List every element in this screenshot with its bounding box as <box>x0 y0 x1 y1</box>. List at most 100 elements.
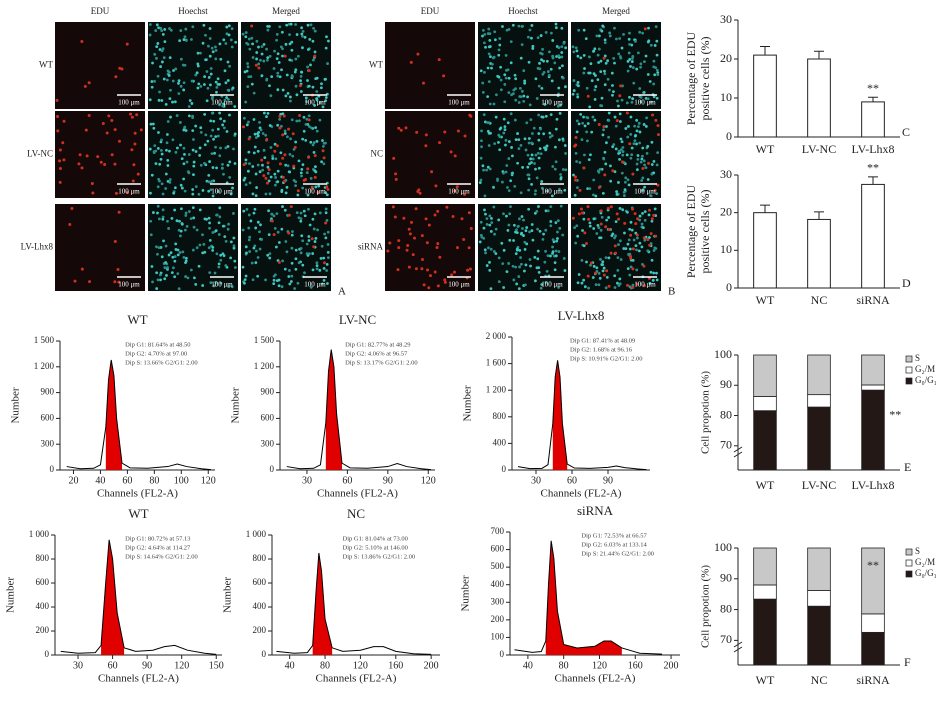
edu-cell <box>656 124 660 128</box>
nucleus <box>149 122 153 126</box>
nucleus <box>194 150 198 153</box>
nucleus <box>635 268 639 272</box>
nucleus <box>272 278 276 282</box>
nucleus <box>587 158 591 162</box>
nucleus <box>629 156 633 160</box>
nucleus <box>603 69 606 73</box>
nucleus <box>178 219 181 223</box>
nucleus <box>284 42 288 46</box>
edu-cell <box>110 119 114 123</box>
nucleus <box>541 237 545 241</box>
nucleus <box>612 56 616 60</box>
edu-cell <box>265 137 269 141</box>
nucleus <box>160 152 164 156</box>
nucleus <box>641 211 644 215</box>
nucleus <box>309 63 312 67</box>
nucleus <box>525 121 529 125</box>
nucleus <box>176 272 180 276</box>
nucleus <box>289 22 293 26</box>
nucleus <box>479 220 483 224</box>
nucleus <box>299 217 303 220</box>
chart-title: WT <box>127 312 147 327</box>
bar-segment <box>753 410 777 471</box>
edu-cell <box>312 245 316 249</box>
nucleus <box>632 81 636 85</box>
edu-cell <box>68 223 72 227</box>
nucleus <box>270 212 274 216</box>
y-axis-label: Number <box>5 577 17 613</box>
nucleus <box>644 125 648 128</box>
y-axis-label-line: positive cells (%) <box>698 190 712 274</box>
nucleus <box>628 252 632 256</box>
y-tick-label: 0 <box>270 464 275 474</box>
nucleus <box>209 134 213 138</box>
nucleus <box>179 207 183 211</box>
y-tick-label: 0 <box>45 649 50 659</box>
nucleus <box>286 164 290 168</box>
edu-cell <box>131 179 135 183</box>
histogram-line <box>276 552 432 655</box>
nucleus <box>184 214 188 217</box>
nucleus <box>605 276 609 279</box>
nucleus <box>487 80 491 84</box>
nucleus <box>544 114 548 118</box>
nucleus <box>195 71 199 75</box>
nucleus <box>308 223 312 227</box>
nucleus <box>270 75 274 79</box>
edu-cell <box>267 168 271 172</box>
nucleus <box>635 118 639 122</box>
nucleus <box>511 23 515 27</box>
nucleus <box>309 126 313 130</box>
edu-cell <box>275 144 279 148</box>
edu-cell <box>58 166 62 170</box>
nucleus <box>302 129 306 133</box>
edu-cell <box>62 119 66 123</box>
nucleus <box>536 227 539 231</box>
nucleus <box>183 125 187 129</box>
fit-annotation: Dip S: 21.44% G2/G1: 2.00 <box>581 550 654 557</box>
nucleus <box>608 34 612 38</box>
nucleus <box>507 140 511 143</box>
nucleus <box>159 26 163 30</box>
nucleus <box>481 28 485 32</box>
edu-cell <box>307 155 311 159</box>
micrograph: 100 μm <box>478 111 568 198</box>
nucleus <box>518 87 522 90</box>
nucleus <box>603 54 607 58</box>
nucleus <box>156 204 160 208</box>
edu-cell <box>289 205 293 209</box>
edu-cell <box>287 231 291 235</box>
fit-annotation: Dip G1: 81.64% at 48.50 <box>125 341 190 348</box>
nucleus <box>601 191 605 195</box>
edu-cell <box>322 156 326 160</box>
nucleus <box>601 260 605 264</box>
nucleus <box>318 211 322 215</box>
nucleus <box>523 248 527 251</box>
nucleus <box>626 267 630 271</box>
nucleus <box>173 100 177 104</box>
edu-cell <box>409 60 413 64</box>
nucleus <box>640 157 644 161</box>
nucleus <box>587 71 591 75</box>
nucleus <box>246 85 250 88</box>
nucleus <box>604 256 608 259</box>
nucleus <box>179 29 183 32</box>
nucleus <box>513 118 517 122</box>
nucleus <box>180 157 184 161</box>
nucleus <box>266 24 270 28</box>
nucleus <box>291 154 295 158</box>
edu-cell <box>414 207 418 211</box>
edu-cell <box>405 248 409 252</box>
nucleus <box>558 111 562 115</box>
annotation: ** <box>867 161 879 175</box>
nucleus <box>157 217 161 221</box>
nucleus <box>630 43 634 47</box>
nucleus <box>217 221 221 225</box>
nucleus <box>253 145 257 149</box>
nucleus <box>202 23 206 27</box>
nucleus <box>152 126 156 130</box>
nucleus <box>616 281 619 285</box>
nucleus <box>300 234 304 238</box>
nucleus <box>540 86 544 90</box>
y-tick-label: 1 000 <box>29 529 50 539</box>
